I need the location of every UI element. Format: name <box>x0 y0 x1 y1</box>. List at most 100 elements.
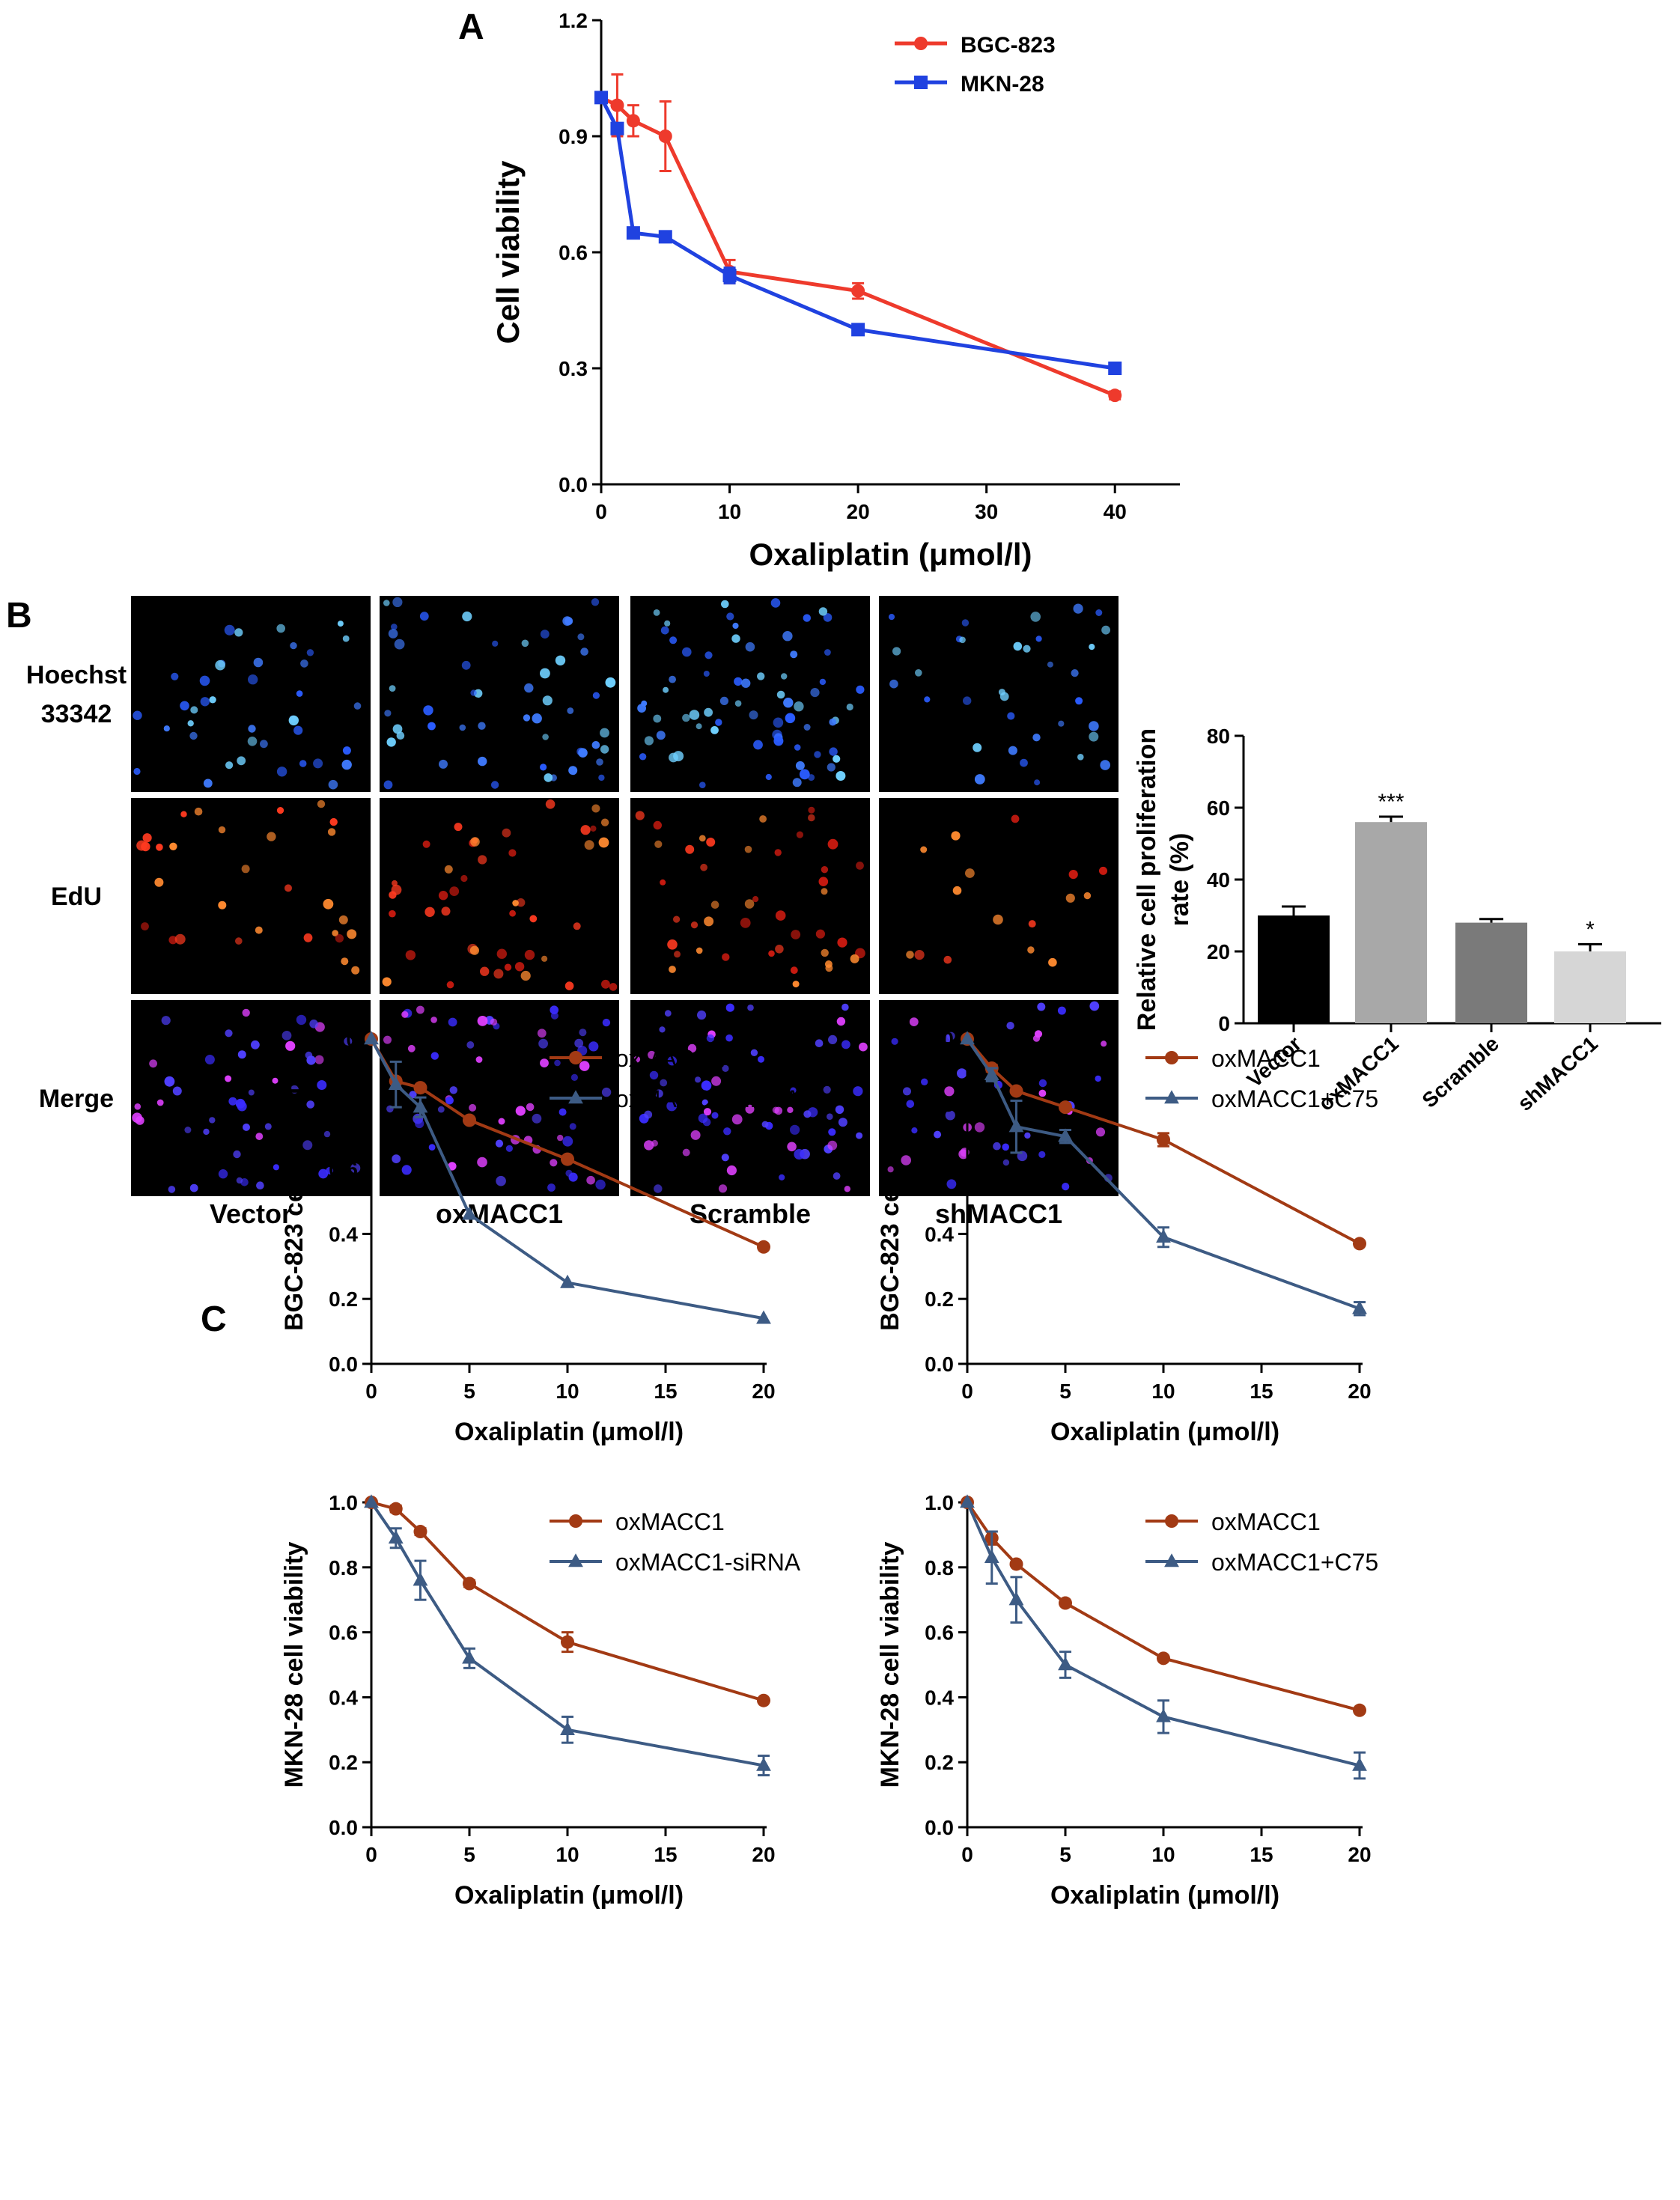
cell-nucleus <box>903 1087 911 1096</box>
legend-marker <box>569 1514 582 1528</box>
data-point <box>1353 1703 1366 1717</box>
legend-label: oxMACC1+C75 <box>1211 1549 1378 1576</box>
data-point <box>1059 1100 1072 1115</box>
cell-nucleus <box>1002 1159 1010 1166</box>
legend-label: oxMACC1+C75 <box>1211 1085 1378 1112</box>
cell-nucleus <box>682 713 690 722</box>
x-tick-label: 5 <box>463 1843 475 1866</box>
x-tick-label: 20 <box>752 1843 775 1866</box>
cell-nucleus <box>703 1108 712 1116</box>
cell-nucleus <box>498 1118 505 1125</box>
data-point <box>1059 1596 1072 1610</box>
data-point <box>610 98 624 112</box>
y-tick-label: 0.2 <box>925 1751 954 1774</box>
cell-nucleus <box>794 744 801 751</box>
cell-nucleus <box>290 1085 299 1094</box>
cell-nucleus <box>529 915 538 923</box>
data-point <box>364 1494 379 1508</box>
cell-nucleus <box>974 1122 985 1133</box>
cell-nucleus <box>1073 603 1083 614</box>
cell-nucleus <box>821 888 828 895</box>
cell-nucleus <box>731 1114 743 1125</box>
cell-nucleus <box>722 1064 729 1072</box>
cell-nucleus <box>318 1168 329 1179</box>
y-tick-label: 1.0 <box>925 1491 954 1514</box>
cell-nucleus <box>445 1096 454 1105</box>
cell-nucleus <box>901 1155 911 1165</box>
cell-nucleus <box>545 799 556 809</box>
cell-nucleus <box>682 1148 690 1157</box>
cell-nucleus <box>697 1010 707 1020</box>
legend-label: oxMACC1 <box>615 1508 725 1535</box>
y-tick-label: 0.2 <box>329 1288 358 1311</box>
cell-nucleus <box>819 678 827 686</box>
cell-nucleus <box>592 692 600 699</box>
cell-nucleus <box>775 910 786 921</box>
cell-nucleus <box>383 600 390 606</box>
cell-nucleus <box>470 689 477 696</box>
cell-nucleus <box>323 1130 331 1138</box>
cell-nucleus <box>639 753 647 761</box>
cell-nucleus <box>133 767 141 776</box>
microscopy-image-tile <box>131 1000 371 1196</box>
cell-nucleus <box>718 1184 728 1193</box>
cell-nucleus <box>156 844 163 851</box>
cell-nucleus <box>235 937 243 945</box>
cell-nucleus <box>795 761 805 770</box>
cell-nucleus <box>774 849 782 856</box>
cell-nucleus <box>168 1186 176 1193</box>
cell-nucleus <box>835 1105 844 1115</box>
cell-nucleus <box>673 751 684 762</box>
cell-nucleus <box>773 717 784 728</box>
data-point <box>561 1152 574 1166</box>
chart-c-bgc-sirna: 0.0 0.2 0.4 0.6 0.8 1.0 0 5 10 15 20 Oxaliplatin (μ… <box>280 1028 801 1446</box>
cell-nucleus <box>1032 734 1041 742</box>
cell-nucleus <box>715 719 722 726</box>
cell-nucleus <box>496 1175 506 1186</box>
cell-nucleus <box>532 1113 542 1124</box>
cell-nucleus <box>233 1150 241 1159</box>
cell-nucleus <box>704 916 714 927</box>
cell-nucleus <box>569 1123 576 1130</box>
cell-nucleus <box>598 837 609 848</box>
y-tick-label: 0.6 <box>329 1158 358 1181</box>
cell-nucleus <box>515 1106 526 1116</box>
x-tick-label: 0 <box>365 1843 377 1866</box>
cell-nucleus <box>514 962 525 972</box>
cell-nucleus <box>963 696 972 705</box>
cell-nucleus <box>999 692 1009 701</box>
cell-nucleus <box>946 1179 957 1189</box>
panel-letter-b: B <box>6 596 32 636</box>
cell-nucleus <box>602 1018 611 1027</box>
cell-nucleus <box>635 811 645 820</box>
cell-nucleus <box>1089 731 1099 742</box>
cell-nucleus <box>673 915 681 923</box>
cell-nucleus <box>810 688 820 698</box>
cell-nucleus <box>424 906 435 918</box>
cell-nucleus <box>557 1134 564 1142</box>
cell-nucleus <box>154 877 164 887</box>
cell-nucleus <box>660 879 666 886</box>
x-tick-label: 10 <box>1151 1843 1175 1866</box>
cell-nucleus <box>704 651 713 659</box>
cell-nucleus <box>653 714 662 723</box>
cell-nucleus <box>235 1098 246 1109</box>
cell-nucleus <box>565 1169 573 1177</box>
cell-nucleus <box>327 828 336 836</box>
y-axis-label: BGC-823 cell viability <box>280 1072 308 1331</box>
cell-nucleus <box>392 724 403 734</box>
cell-nucleus <box>317 799 326 808</box>
cell-nucleus <box>605 677 616 688</box>
y-tick-label: 0.6 <box>925 1158 954 1181</box>
cell-nucleus <box>225 1075 232 1082</box>
cell-nucleus <box>180 811 187 817</box>
cell-nucleus <box>690 921 699 929</box>
cell-nucleus <box>459 724 466 731</box>
cell-nucleus <box>815 1039 824 1047</box>
data-point <box>960 1494 975 1508</box>
cell-nucleus <box>1011 814 1020 823</box>
cell-nucleus <box>1047 661 1053 668</box>
cell-nucleus <box>1006 1022 1014 1030</box>
data-point <box>413 1572 428 1586</box>
cell-nucleus <box>824 649 831 656</box>
